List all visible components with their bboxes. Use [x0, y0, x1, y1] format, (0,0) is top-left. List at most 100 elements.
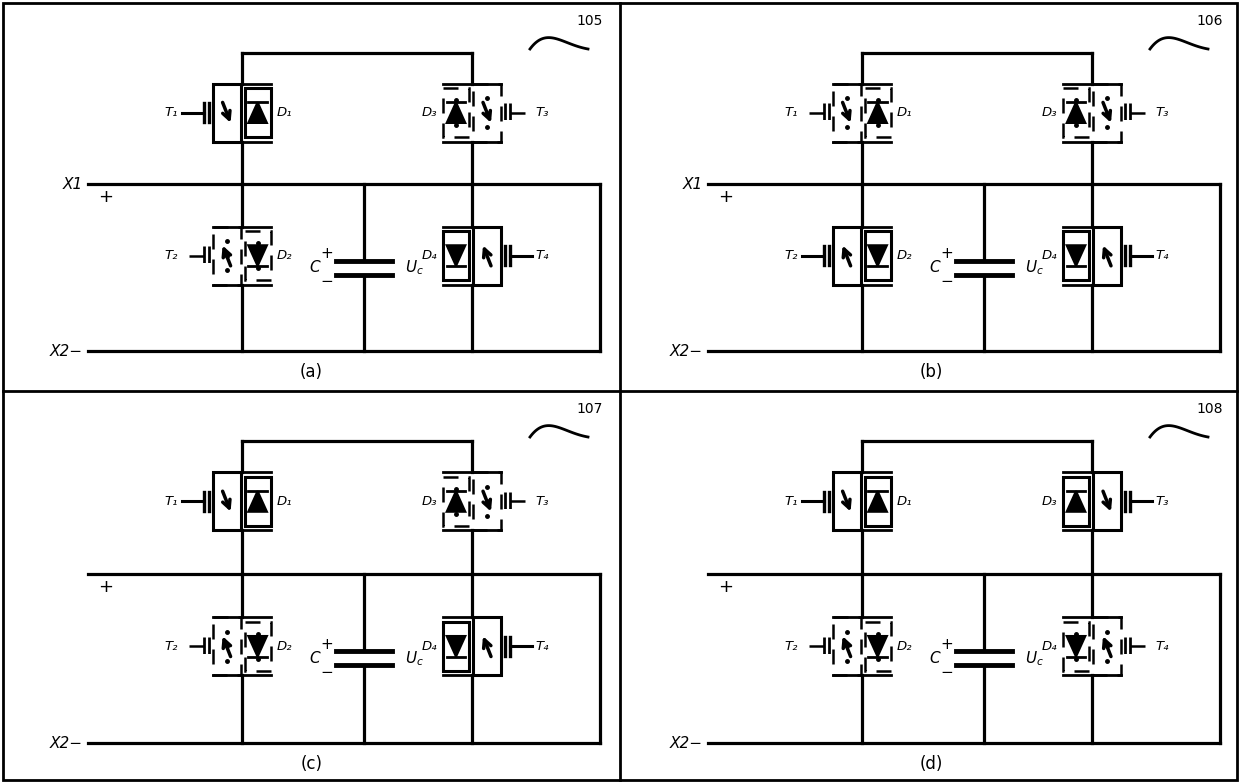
Text: T₂: T₂ — [165, 640, 179, 653]
Bar — [443, 231, 469, 280]
Text: (c): (c) — [300, 755, 322, 773]
Text: $U_c$: $U_c$ — [1025, 649, 1044, 668]
Bar — [864, 622, 890, 671]
Polygon shape — [248, 103, 267, 123]
Text: T₁: T₁ — [165, 106, 179, 119]
Text: T₃: T₃ — [1156, 106, 1169, 119]
Bar — [443, 88, 469, 137]
Bar — [212, 472, 241, 530]
Bar — [472, 84, 501, 142]
Text: 105: 105 — [577, 14, 603, 28]
Text: +: + — [718, 578, 734, 596]
Text: −: − — [940, 274, 952, 289]
Text: +: + — [940, 637, 952, 652]
Text: +: + — [320, 637, 332, 652]
Text: $U_c$: $U_c$ — [1025, 258, 1044, 277]
Bar — [864, 88, 890, 137]
Bar — [244, 477, 270, 526]
Bar — [1063, 88, 1089, 137]
Text: D₁: D₁ — [277, 106, 293, 119]
Bar — [1063, 231, 1089, 280]
Text: D₂: D₂ — [897, 249, 913, 262]
Bar — [244, 88, 270, 137]
Text: (d): (d) — [920, 755, 944, 773]
Text: X2−: X2− — [670, 344, 703, 359]
Text: D₁: D₁ — [897, 495, 913, 508]
Text: −: − — [320, 274, 332, 289]
Bar — [472, 226, 501, 285]
Text: D₁: D₁ — [277, 495, 293, 508]
Bar — [1092, 617, 1121, 676]
Bar — [864, 477, 890, 526]
Text: X2−: X2− — [50, 344, 83, 359]
Text: D₄: D₄ — [1042, 249, 1056, 262]
Polygon shape — [446, 636, 465, 657]
Bar — [864, 231, 890, 280]
Bar — [443, 622, 469, 671]
Text: D₁: D₁ — [897, 106, 913, 119]
Text: D₄: D₄ — [422, 640, 436, 653]
Bar — [1063, 622, 1089, 671]
Text: T₄: T₄ — [536, 640, 549, 653]
Text: +: + — [718, 188, 734, 206]
Text: D₃: D₃ — [1042, 106, 1056, 119]
Polygon shape — [868, 103, 887, 123]
Text: D₂: D₂ — [277, 640, 293, 653]
Text: C: C — [929, 651, 940, 666]
Text: (b): (b) — [920, 363, 944, 381]
Text: X2−: X2− — [50, 735, 83, 750]
Bar — [472, 617, 501, 676]
Text: 108: 108 — [1197, 402, 1223, 416]
Text: T₁: T₁ — [165, 495, 179, 508]
Text: +: + — [98, 188, 114, 206]
Text: T₄: T₄ — [1156, 249, 1169, 262]
Polygon shape — [1066, 636, 1085, 657]
Text: C: C — [929, 260, 940, 275]
Bar — [244, 622, 270, 671]
Text: X2−: X2− — [670, 735, 703, 750]
Polygon shape — [248, 245, 267, 266]
Polygon shape — [248, 636, 267, 657]
Bar — [832, 617, 861, 676]
Bar — [212, 617, 241, 676]
Bar — [212, 226, 241, 285]
Text: T₁: T₁ — [785, 106, 799, 119]
Text: T₁: T₁ — [785, 495, 799, 508]
Text: T₃: T₃ — [536, 106, 549, 119]
Text: D₄: D₄ — [1042, 640, 1056, 653]
Bar — [244, 231, 270, 280]
Text: T₄: T₄ — [1156, 640, 1169, 653]
Bar — [1092, 226, 1121, 285]
Polygon shape — [868, 491, 887, 512]
Text: C: C — [309, 651, 320, 666]
Text: +: + — [940, 246, 952, 261]
Text: 107: 107 — [577, 402, 603, 416]
Polygon shape — [868, 245, 887, 266]
Text: D₃: D₃ — [1042, 495, 1056, 508]
Bar — [1092, 472, 1121, 530]
Text: T₃: T₃ — [1156, 495, 1169, 508]
Polygon shape — [868, 636, 887, 657]
Bar — [832, 472, 861, 530]
Text: D₃: D₃ — [422, 106, 436, 119]
Polygon shape — [248, 491, 267, 512]
Text: +: + — [98, 578, 114, 596]
Bar — [212, 84, 241, 142]
Polygon shape — [446, 491, 465, 512]
Text: T₂: T₂ — [785, 640, 799, 653]
Text: +: + — [320, 246, 332, 261]
Text: D₂: D₂ — [897, 640, 913, 653]
Text: $U_c$: $U_c$ — [405, 649, 424, 668]
Bar — [472, 472, 501, 530]
Text: (a): (a) — [300, 363, 322, 381]
Text: −: − — [320, 665, 332, 680]
Text: −: − — [940, 665, 952, 680]
Bar — [1092, 84, 1121, 142]
Bar — [443, 477, 469, 526]
Bar — [832, 84, 861, 142]
Polygon shape — [1066, 103, 1085, 123]
Text: C: C — [309, 260, 320, 275]
Text: D₃: D₃ — [422, 495, 436, 508]
Text: T₃: T₃ — [536, 495, 549, 508]
Polygon shape — [446, 103, 465, 123]
